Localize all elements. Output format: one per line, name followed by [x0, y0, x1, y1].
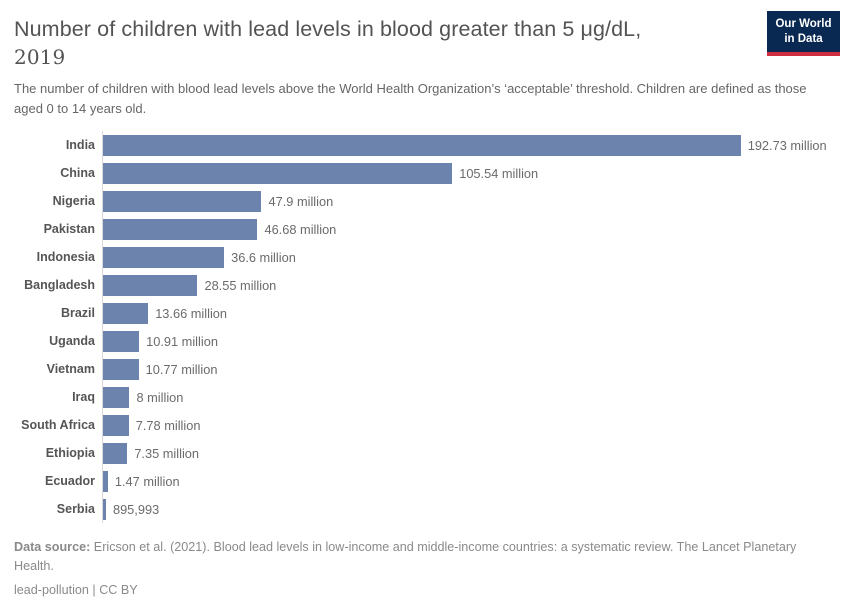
bar-track: 192.73 million: [102, 131, 836, 160]
value-label: 47.9 million: [268, 193, 334, 209]
value-label: 8 million: [136, 389, 184, 405]
bar-row: Iraq 8 million: [14, 383, 836, 412]
value-label: 10.91 million: [146, 333, 218, 349]
bar-row: Nigeria 47.9 million: [14, 187, 836, 216]
country-label: China: [60, 166, 95, 181]
owid-logo-line2: in Data: [784, 32, 823, 45]
chart-subtitle: The number of children with blood lead l…: [14, 80, 807, 117]
bar-track: 105.54 million: [102, 159, 836, 188]
country-label: Indonesia: [36, 250, 95, 265]
country-label: Ethiopia: [45, 446, 95, 461]
chart-title-year: 2019: [14, 44, 66, 69]
bar[interactable]: [103, 414, 129, 436]
bar[interactable]: [103, 470, 108, 492]
chart-slug: lead-pollution: [14, 583, 89, 597]
owid-logo-line1: Our World: [775, 17, 832, 30]
bar-track: 10.91 million: [102, 327, 836, 356]
bar-row: South Africa 7.78 million: [14, 411, 836, 440]
value-label: 7.78 million: [135, 417, 201, 433]
bar-track: 8 million: [102, 383, 836, 412]
country-label: India: [65, 138, 95, 153]
value-label: 13.66 million: [155, 305, 228, 321]
bar-row: Serbia 895,993: [14, 495, 836, 524]
bar-track: 7.78 million: [102, 411, 836, 440]
value-label: 46.68 million: [264, 221, 337, 237]
license-link[interactable]: CC BY: [99, 583, 138, 597]
chart-title: Number of children with lead levels in b…: [14, 16, 836, 70]
country-label: Nigeria: [52, 194, 95, 209]
bar-row: Bangladesh 28.55 million: [14, 271, 836, 300]
bar[interactable]: [103, 274, 198, 296]
country-label: Iraq: [72, 390, 95, 405]
bar[interactable]: [103, 246, 225, 268]
footer-separator: |: [88, 583, 100, 597]
bar-row: India 192.73 million: [14, 131, 836, 160]
country-label: Uganda: [49, 334, 95, 349]
chart-footer: Data source: Ericson et al. (2021). Bloo…: [14, 538, 824, 600]
value-label: 192.73 million: [747, 137, 827, 153]
bar-track: 7.35 million: [102, 439, 836, 468]
value-label: 36.6 million: [231, 249, 296, 265]
bar-track: 895,993: [102, 495, 836, 524]
bar[interactable]: [103, 442, 128, 464]
bar-row: Ethiopia 7.35 million: [14, 439, 836, 468]
bar-track: 13.66 million: [102, 299, 836, 328]
data-source-line: Data source: Ericson et al. (2021). Bloo…: [14, 538, 824, 576]
country-label: Serbia: [56, 502, 95, 517]
bar-track: 46.68 million: [102, 215, 836, 244]
country-label: Brazil: [60, 306, 95, 321]
bar[interactable]: [103, 190, 262, 212]
owid-logo[interactable]: Our World in Data: [767, 11, 840, 56]
country-label: Ecuador: [44, 474, 95, 489]
value-label: 105.54 million: [459, 165, 539, 181]
bar[interactable]: [103, 330, 140, 352]
bar-track: 1.47 million: [102, 467, 836, 496]
value-label: 895,993: [112, 501, 160, 517]
bar-track: 47.9 million: [102, 187, 836, 216]
bar-track: 36.6 million: [102, 243, 836, 272]
value-label: 28.55 million: [204, 277, 277, 293]
bar-row: Ecuador 1.47 million: [14, 467, 836, 496]
chart-title-line1: Number of children with lead levels in b…: [14, 17, 642, 41]
country-label: South Africa: [21, 418, 95, 433]
bar-row: Brazil 13.66 million: [14, 299, 836, 328]
bar[interactable]: [103, 134, 741, 156]
bar-chart: India 192.73 million China 105.54 millio…: [14, 131, 836, 524]
value-label: 7.35 million: [134, 445, 200, 461]
bar[interactable]: [103, 302, 149, 324]
bar[interactable]: [103, 386, 130, 408]
bar-track: 10.77 million: [102, 355, 836, 384]
country-label: Vietnam: [46, 362, 95, 377]
bar[interactable]: [103, 358, 139, 380]
bar-row: China 105.54 million: [14, 159, 836, 188]
bar-row: Uganda 10.91 million: [14, 327, 836, 356]
country-label: Bangladesh: [24, 278, 95, 293]
bar[interactable]: [103, 218, 258, 240]
value-label: 1.47 million: [114, 473, 180, 489]
bar-track: 28.55 million: [102, 271, 836, 300]
data-source-text: Ericson et al. (2021). Blood lead levels…: [14, 540, 797, 574]
bar-row: Vietnam 10.77 million: [14, 355, 836, 384]
value-label: 10.77 million: [145, 361, 218, 377]
bar-row: Pakistan 46.68 million: [14, 215, 836, 244]
bar[interactable]: [103, 498, 106, 520]
bar[interactable]: [103, 162, 453, 184]
data-source-label: Data source:: [14, 540, 91, 555]
bar-row: Indonesia 36.6 million: [14, 243, 836, 272]
country-label: Pakistan: [43, 222, 95, 237]
footer-meta-line: lead-pollution | CC BY: [14, 581, 824, 600]
